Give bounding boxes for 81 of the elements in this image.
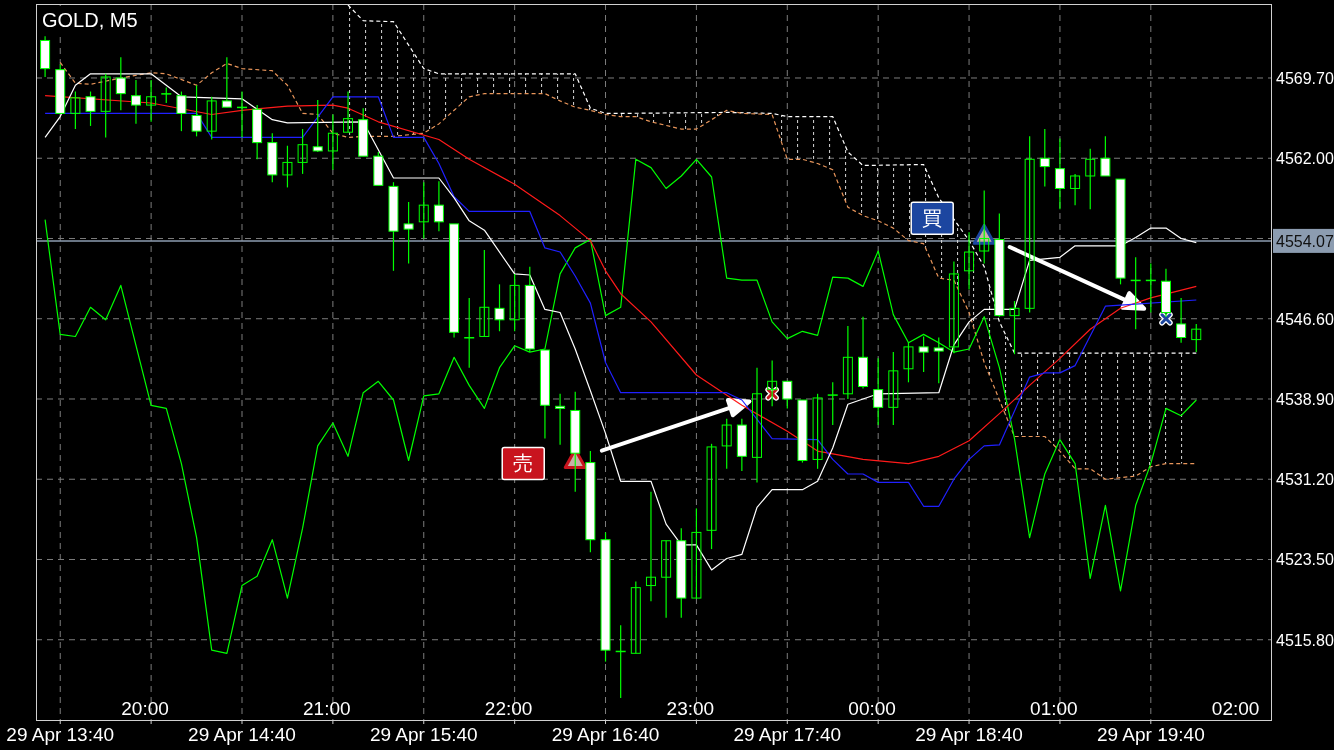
x-tick-label: 29 Apr 15:40 [369, 724, 478, 745]
candlestick [1191, 323, 1202, 353]
candlestick [1085, 148, 1096, 210]
candlestick [206, 96, 217, 141]
x-tick-label: 29 Apr 19:40 [1096, 724, 1205, 745]
x2-tick-label: 01:00 [1030, 698, 1078, 719]
candlestick [812, 393, 823, 470]
x-tick-label: 29 Apr 17:40 [733, 724, 842, 745]
candlestick [1130, 256, 1141, 330]
candlestick [146, 79, 157, 123]
candlestick [827, 381, 838, 426]
y-tick-label: 4569.70 [1276, 70, 1334, 87]
candlestick [464, 297, 475, 369]
candlestick [403, 201, 414, 265]
candlestick [645, 491, 656, 602]
candlestick [706, 443, 717, 550]
candlestick [479, 249, 490, 338]
candlestick [1039, 128, 1050, 187]
y-tick-label: 4562.00 [1276, 150, 1334, 168]
candlestick [918, 335, 929, 373]
x-tick-label: 29 Apr 18:40 [915, 724, 1023, 745]
ref-line-label: 4554.07 [1276, 232, 1334, 250]
x2-tick-label: 22:00 [484, 698, 533, 719]
y-tick-label: 4515.80 [1276, 631, 1334, 649]
candlestick [888, 351, 899, 426]
candlestick [873, 357, 884, 426]
candlestick [721, 418, 732, 470]
candlestick [509, 273, 520, 332]
candlestick [752, 367, 762, 483]
candlestick [767, 359, 778, 407]
candlestick [630, 580, 641, 654]
candlestick [1009, 300, 1020, 355]
candlestick [70, 90, 81, 130]
candlestick [237, 90, 247, 138]
y-tick-label: 4531.20 [1276, 471, 1334, 489]
candlestick [433, 180, 444, 232]
annotation: 買 [922, 207, 943, 230]
candlestick [327, 113, 338, 171]
signal-label: 売 [501, 446, 545, 481]
candlestick [312, 99, 323, 153]
candlestick [1176, 297, 1187, 344]
y-tick-label: 4546.60 [1276, 310, 1334, 328]
candlestick [100, 73, 111, 138]
candlestick [933, 336, 944, 384]
candlestick [85, 90, 96, 127]
x2-tick-label: 21:00 [303, 698, 351, 719]
candlestick [494, 283, 505, 332]
x-tick-label: 29 Apr 14:40 [188, 724, 296, 745]
candlestick [555, 393, 566, 446]
candlestick [343, 90, 354, 133]
candlestick [964, 231, 975, 291]
candlestick [1100, 135, 1111, 177]
candlestick [691, 507, 702, 599]
candlestick [418, 181, 429, 240]
x-tick-label: 29 Apr 13:40 [6, 724, 115, 745]
signal-label: 買 [910, 201, 954, 236]
candlestick [1054, 137, 1065, 210]
x-tick-label: 29 Apr 16:40 [551, 724, 660, 745]
candlestick [661, 540, 672, 619]
y-tick-label: 4538.90 [1276, 391, 1334, 408]
candlestick [1024, 135, 1035, 314]
candlestick [297, 128, 308, 175]
candlestick [130, 79, 141, 125]
candlestick [191, 84, 202, 137]
candlestick [615, 624, 626, 699]
x2-tick-label: 20:00 [121, 698, 169, 719]
candlestick [176, 90, 187, 132]
candlestick [979, 189, 990, 265]
candlestick [842, 325, 853, 400]
chart-title: GOLD, M5 [42, 9, 138, 31]
candlestick [948, 260, 959, 354]
x2-tick-label: 23:00 [666, 698, 715, 719]
candlestick [903, 342, 914, 383]
candlestick [782, 380, 793, 409]
x2-tick-label: 02:00 [1211, 698, 1260, 719]
x2-tick-label: 00:00 [848, 698, 896, 719]
candlestick [282, 145, 293, 189]
candlestick [1145, 262, 1156, 314]
candlestick [1070, 173, 1081, 206]
y-tick-label: 4523.50 [1276, 551, 1334, 569]
annotation: 売 [513, 452, 534, 475]
